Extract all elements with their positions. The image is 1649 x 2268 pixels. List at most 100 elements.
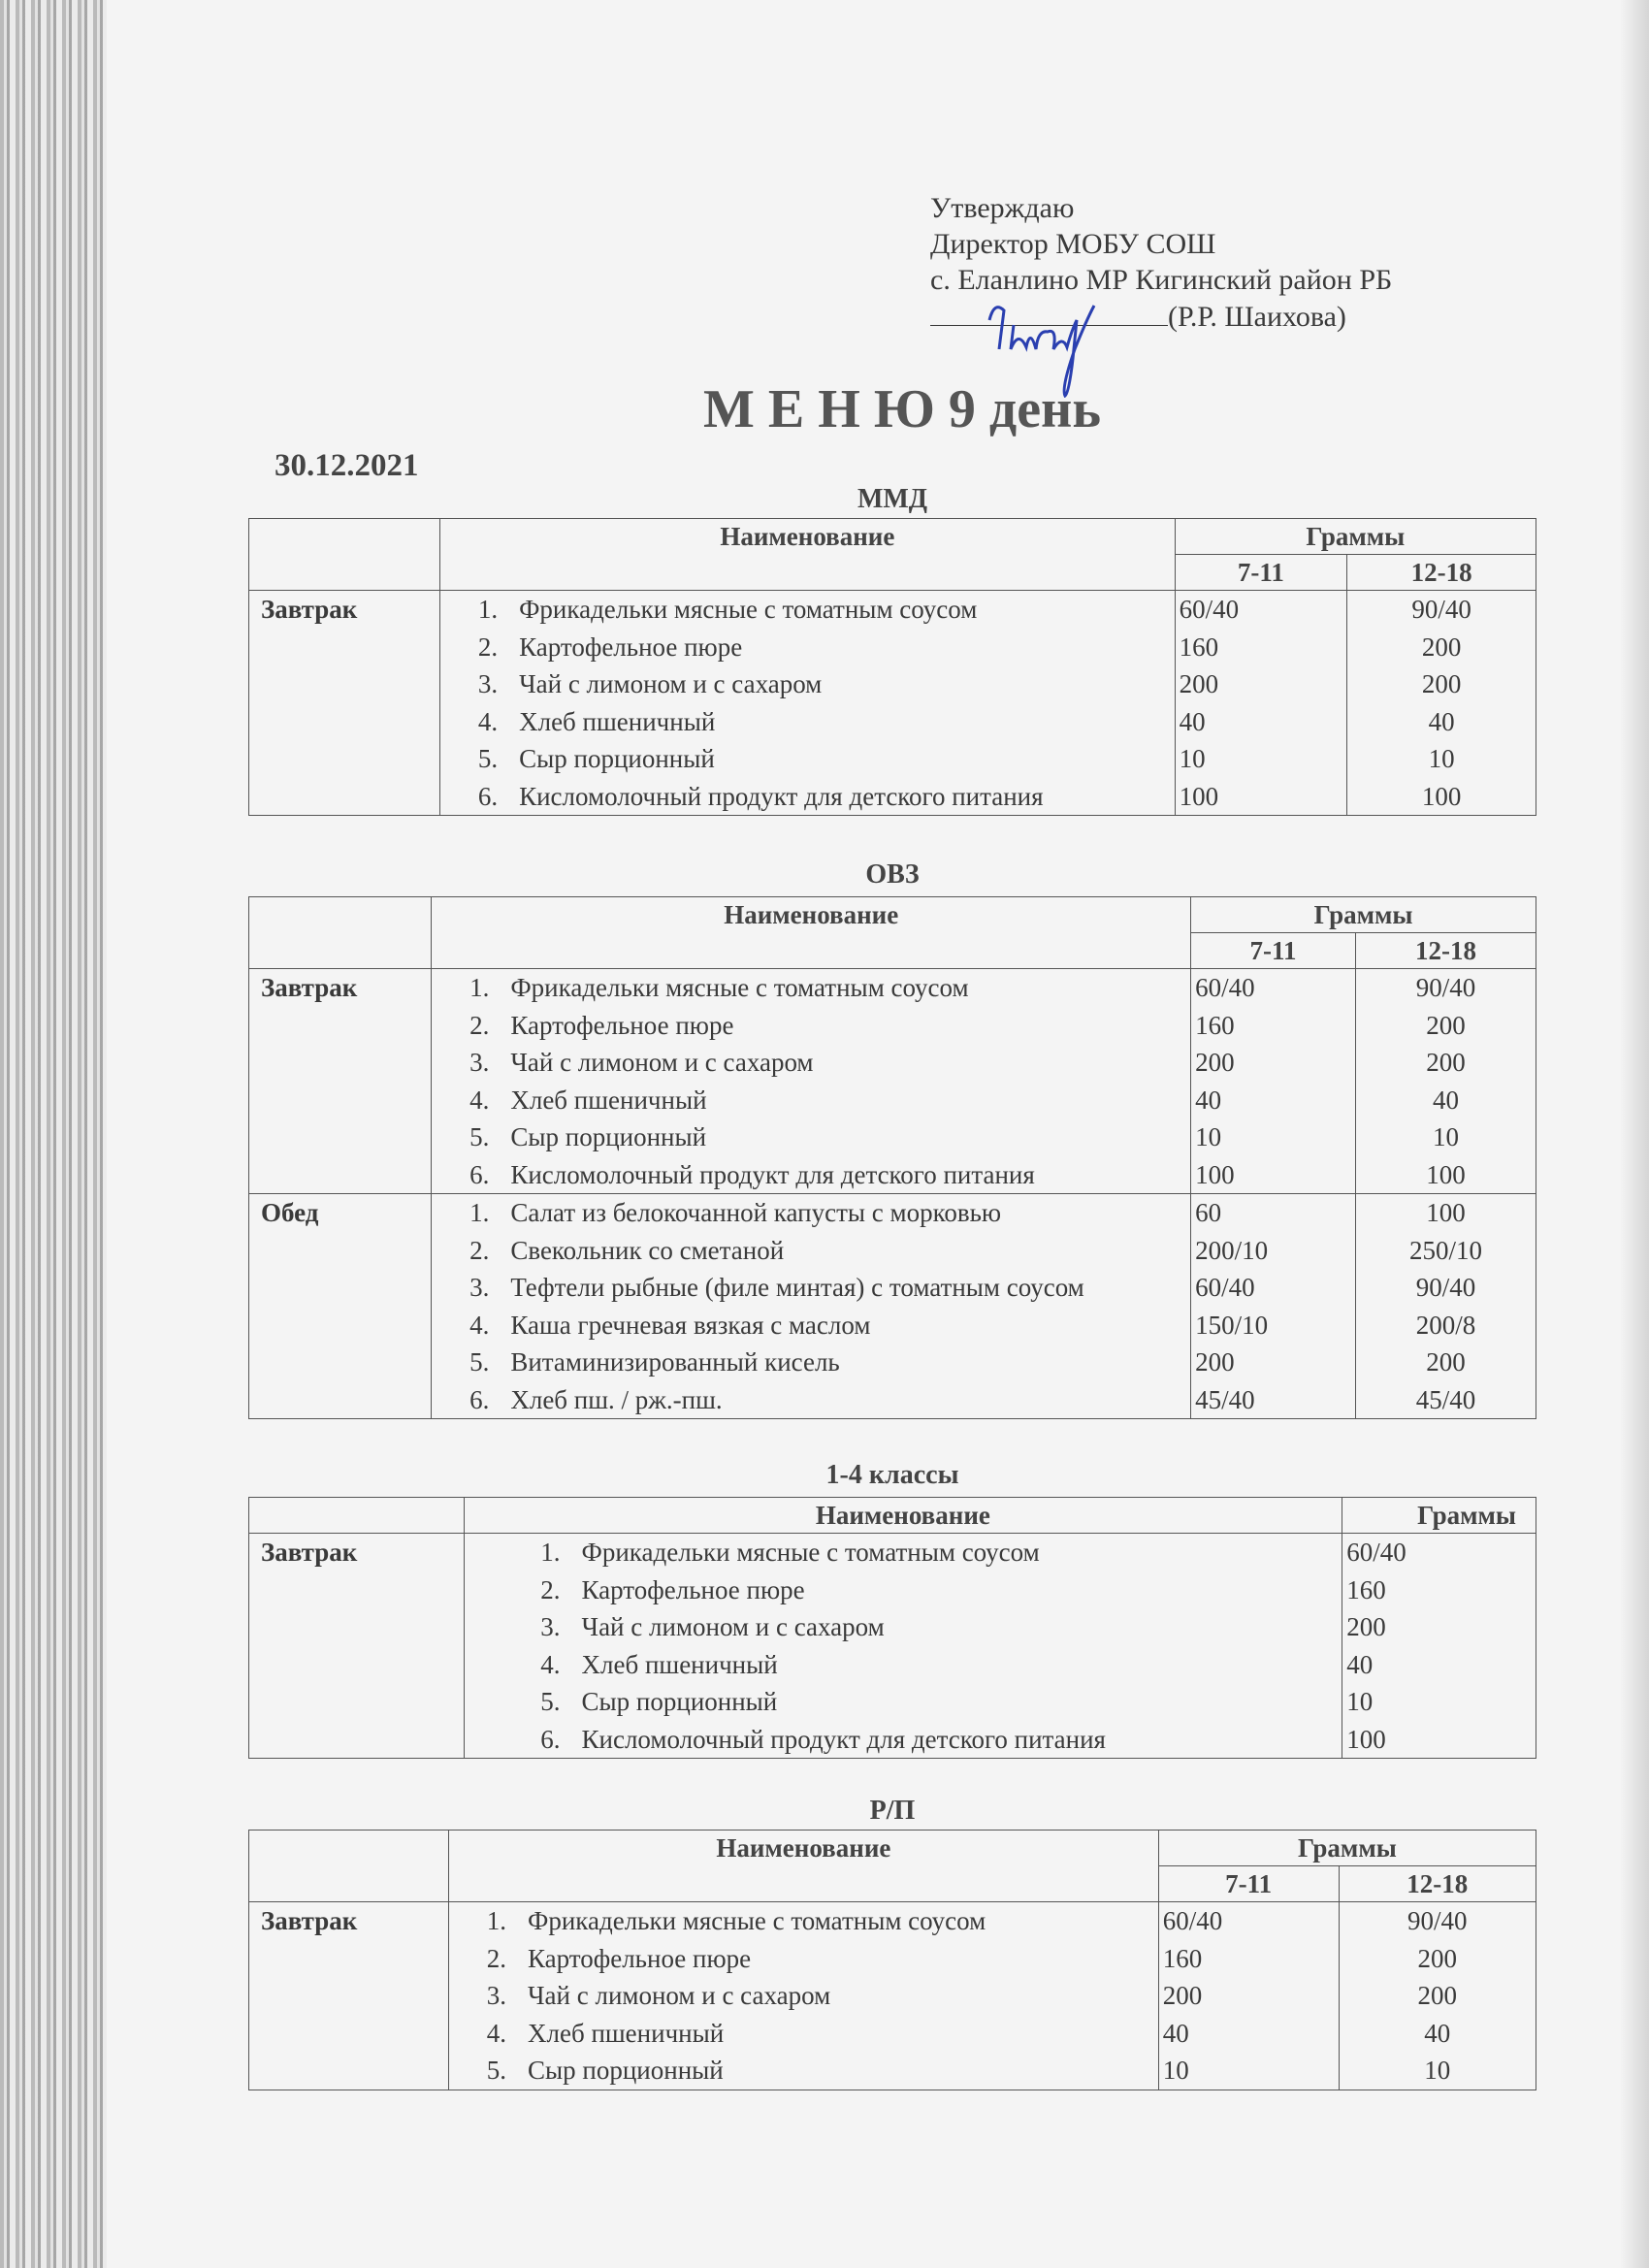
- dish-number: 2.: [469, 1235, 490, 1265]
- meal-name: Завтрак: [261, 595, 358, 624]
- meal-row: Завтрак 1. Фрикадельки мясные с томатным с…: [247, 968, 1537, 1194]
- grams-12-18: 100: [1426, 1159, 1466, 1189]
- grams-7-11: 160: [1195, 1010, 1235, 1040]
- header-age-7-11: 7-11: [1157, 1865, 1340, 1902]
- dish-item: 3. Чай с лимоном и с сахаром: [453, 1977, 1154, 2015]
- grams-7-11: 60/40: [1346, 1538, 1406, 1567]
- dish-item: 4. Хлеб пшеничный: [444, 703, 1170, 741]
- dish-name: Фрикадельки мясные с томатным соусом: [528, 1906, 986, 1935]
- dish-number: 3.: [469, 1273, 490, 1302]
- dish-name: Фрикадельки мясные с томатным соусом: [519, 595, 978, 624]
- grams-12-18: 200: [1426, 1010, 1466, 1040]
- dish-number: 5.: [477, 744, 499, 773]
- dish-number: 2.: [486, 1943, 506, 1973]
- dish-item: 2. Картофельное пюре: [436, 1007, 1186, 1045]
- grams-column: 90/40 200 200 40 10 100: [1354, 968, 1537, 1194]
- header-age-7-11: 7-11: [1190, 932, 1356, 969]
- grams-column: 60/40 160 200 40 10 100: [1190, 968, 1356, 1194]
- dish-name: Картофельное пюре: [519, 632, 743, 662]
- dish-item: 2. Картофельное пюре: [469, 1571, 1339, 1609]
- header-name: Наименование: [439, 518, 1176, 591]
- header-name: Наименование: [463, 1497, 1343, 1534]
- dish-name: Кисломолочный продукт для детского питан…: [510, 1159, 1035, 1189]
- scan-edge-shadow: [1620, 0, 1649, 2268]
- dish-name: Картофельное пюре: [510, 1010, 734, 1040]
- grams-7-11: 100: [1179, 781, 1219, 811]
- grams-12-18: 100: [1426, 1198, 1466, 1227]
- header-age-12-18: 12-18: [1346, 554, 1536, 591]
- table-header: Наименование Граммы: [247, 896, 1536, 969]
- grams-12-18: 90/40: [1415, 1273, 1476, 1302]
- dish-item: 3. Тефтели рыбные (филе минтая) с томатны…: [436, 1269, 1186, 1307]
- dish-number: 5.: [469, 1347, 490, 1377]
- dish-number: 1.: [540, 1538, 561, 1567]
- menu-table: Наименование Граммы Завтрак 1. Фрикадельки м…: [248, 1497, 1536, 1759]
- dish-item: 5. Сыр порционный: [444, 740, 1170, 778]
- grams-7-11: 60: [1195, 1198, 1222, 1227]
- dish-list: 1. Салат из белокочанной капусты с морков…: [431, 1193, 1192, 1419]
- header-grams: Граммы: [1157, 1830, 1537, 1866]
- grams-12-18: 90/40: [1411, 595, 1471, 624]
- meal-label: Обед: [247, 1193, 433, 1419]
- grams-12-18: 200: [1421, 632, 1462, 662]
- header-meal: [247, 896, 433, 969]
- header-grams: Граммы: [1174, 518, 1537, 555]
- grams-7-11: 100: [1195, 1159, 1235, 1189]
- grams-12-18: 90/40: [1406, 1906, 1468, 1935]
- grams-12-18: 45/40: [1415, 1384, 1476, 1414]
- grams-7-11: 10: [1346, 1687, 1374, 1716]
- dish-name: Салат из белокочанной капусты с морковью: [510, 1198, 1002, 1227]
- dish-item: 1. Фрикадельки мясные с томатным соусом: [469, 1534, 1339, 1571]
- header-name: Наименование: [448, 1830, 1159, 1902]
- grams-column: 60/40 160 200 40 10 100: [1174, 590, 1348, 816]
- dish-name: Хлеб пшеничный: [510, 1085, 707, 1115]
- section-caption: Р/П: [869, 1796, 916, 1826]
- dish-list: 1. Фрикадельки мясные с томатным соусом 2.…: [463, 1533, 1343, 1759]
- meal-row: Завтрак 1. Фрикадельки мясные с томатным с…: [247, 590, 1536, 816]
- dish-number: 6.: [540, 1724, 561, 1754]
- menu-table: Наименование Граммы 7-11 12-18 Завтрак 1. Фрик…: [247, 518, 1537, 816]
- grams-7-11: 40: [1195, 1085, 1222, 1115]
- dish-number: 3.: [477, 669, 499, 698]
- dish-number: 3.: [469, 1048, 490, 1077]
- grams-7-11: 10: [1162, 2056, 1189, 2085]
- meal-row: Обед 1. Салат из белокочанной капусты с мо…: [247, 1193, 1537, 1419]
- meal-row: Завтрак 1. Фрикадельки мясные с томатным с…: [248, 1901, 1536, 2090]
- dish-number: 3.: [540, 1612, 561, 1641]
- dish-name: Фрикадельки мясные с томатным соусом: [581, 1538, 1040, 1567]
- handwritten-signature: [987, 305, 1096, 398]
- header-name: Наименование: [431, 896, 1192, 969]
- menu-table: Наименование Граммы 7-11 12-18 Завтрак 1. Фрик…: [247, 896, 1537, 1419]
- grams-7-11: 200: [1195, 1048, 1235, 1077]
- dish-name: Чай с лимоном и с сахаром: [519, 669, 823, 698]
- section-caption: ММД: [857, 484, 928, 514]
- dish-number: 5.: [469, 1122, 490, 1151]
- dish-number: 6.: [469, 1159, 490, 1189]
- grams-7-11: 200/10: [1195, 1235, 1269, 1265]
- dish-item: 5. Витаминизированный кисель: [436, 1344, 1186, 1381]
- grams-12-18: 90/40: [1415, 973, 1476, 1002]
- dish-item: 5. Сыр порционный: [453, 2052, 1154, 2090]
- dish-name: Сыр порционный: [510, 1122, 707, 1151]
- dish-item: 3. Чай с лимоном и с сахаром: [444, 665, 1170, 703]
- grams-7-11: 160: [1162, 1943, 1203, 1973]
- grams-7-11: 150/10: [1195, 1310, 1269, 1340]
- dish-item: 4. Хлеб пшеничный: [436, 1082, 1186, 1119]
- table-header: Наименование Граммы: [248, 1830, 1537, 1902]
- dish-number: 6.: [469, 1384, 490, 1414]
- grams-column: 90/40 200 200 40 10: [1338, 1901, 1536, 2090]
- dish-item: 4. Каша гречневая вязкая с маслом: [436, 1307, 1186, 1345]
- grams-7-11: 60/40: [1195, 973, 1255, 1002]
- table-subheader: 7-11 12-18: [249, 932, 1537, 969]
- menu-date: 30.12.2021: [275, 448, 419, 483]
- scan-edge-noise: [0, 0, 107, 2268]
- dish-item: 1. Фрикадельки мясные с томатным соусом: [444, 591, 1170, 629]
- header-meal: [247, 518, 441, 591]
- dish-number: 6.: [477, 781, 499, 811]
- grams-column: 100 250/10 90/40 200/8 200 45/40: [1354, 1193, 1537, 1419]
- approval-block: Утверждаю Директор МОБУ СОШ с. Еланлино …: [930, 190, 1392, 335]
- grams-7-11: 40: [1346, 1649, 1374, 1679]
- dish-name: Хлеб пш. / рж.-пш.: [510, 1384, 723, 1414]
- dish-name: Каша гречневая вязкая с маслом: [510, 1310, 871, 1340]
- dish-number: 4.: [540, 1649, 561, 1679]
